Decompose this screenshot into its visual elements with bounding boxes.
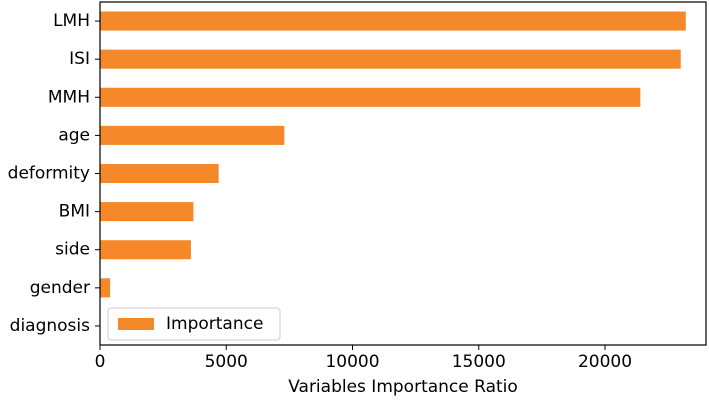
bars-layer [100, 11, 686, 298]
y-tick-label: age [58, 125, 90, 145]
x-axis-ticks: 0 5000 10000 15000 20000 [95, 345, 632, 372]
x-tick-label: 15000 [452, 352, 506, 372]
y-axis-ticks: LMH ISI MMH age deformity BMI side gender diagno… [8, 11, 100, 336]
x-tick-label: 5000 [205, 352, 248, 372]
y-tick-label: deformity [8, 164, 90, 184]
bar-deformity [100, 163, 219, 184]
x-tick-label: 20000 [578, 352, 632, 372]
x-tick-label: 0 [95, 352, 106, 372]
y-tick-label: side [55, 240, 90, 260]
x-tick-label: 10000 [325, 352, 379, 372]
bar-mmh [100, 87, 641, 107]
y-tick-label: diagnosis [10, 316, 90, 336]
y-tick-label: ISI [69, 49, 90, 69]
y-tick-label: LMH [53, 11, 90, 31]
bar-bmi [100, 202, 194, 222]
bar-lmh [100, 11, 686, 31]
y-tick-label: MMH [48, 87, 90, 107]
legend: Importance [107, 307, 281, 341]
y-tick-label: BMI [59, 202, 90, 222]
y-tick-label: gender [30, 278, 90, 298]
bar-gender [100, 278, 111, 298]
bar-age [100, 125, 285, 145]
plot-frame [99, 1, 707, 346]
legend-swatch [118, 318, 154, 330]
x-axis-label: Variables Importance Ratio [288, 377, 518, 397]
bar-side [100, 240, 191, 260]
bar-isi [100, 49, 681, 69]
legend-box [107, 307, 281, 341]
legend-label: Importance [166, 314, 263, 334]
